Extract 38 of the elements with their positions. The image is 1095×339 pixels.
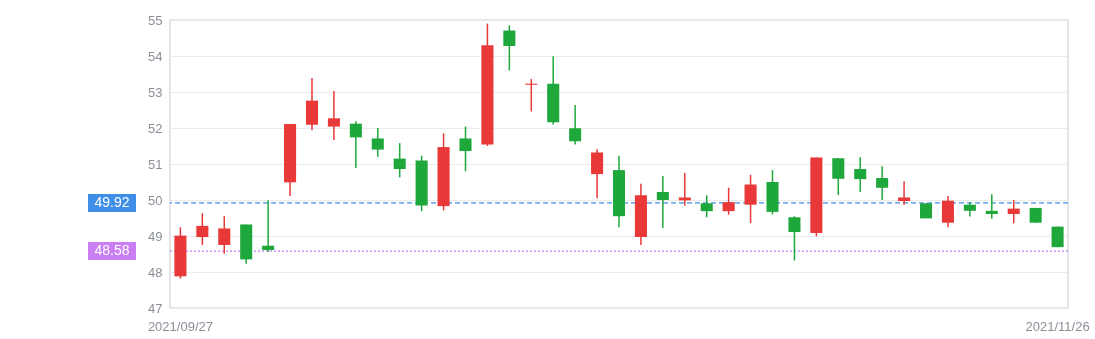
candlestick [656,175,669,229]
ref-line-label: 49.92 [94,193,130,210]
y-tick-label: 49 [148,228,163,244]
y-tick-label: 55 [148,12,163,28]
candlestick [876,165,889,201]
candlestick [349,120,362,169]
candlestick [262,199,275,253]
candlestick [744,174,757,224]
candlestick [1007,199,1020,225]
candlestick [327,90,340,141]
candlestick [591,148,604,199]
candlestick [941,195,954,229]
candlestick [898,180,911,206]
candlestick [832,157,845,196]
candlestick [678,172,691,207]
candlestick [700,194,713,219]
y-tick-label: 47 [148,300,163,316]
y-tick-label: 50 [148,192,163,208]
candlestick [788,215,801,262]
x-tick-label: 2021/11/26 [1025,318,1090,334]
candlestick [196,212,209,246]
y-tick-label: 51 [148,156,163,172]
x-tick-label: 2021/09/27 [147,318,213,334]
y-tick-label: 48 [148,264,163,280]
candlestick [525,78,538,113]
ref-line-label: 48.58 [94,242,130,259]
candlestick [393,142,406,179]
candlestick [854,156,867,193]
y-tick-label: 54 [148,48,163,64]
candlestick [503,24,516,72]
candlestick [569,104,582,146]
candlestick [371,127,384,158]
candlestick [218,215,231,255]
candlestick [985,193,998,220]
candlestick [722,187,735,216]
y-tick-label: 52 [148,120,163,136]
candlestick [459,125,472,172]
y-tick-label: 53 [148,84,163,100]
